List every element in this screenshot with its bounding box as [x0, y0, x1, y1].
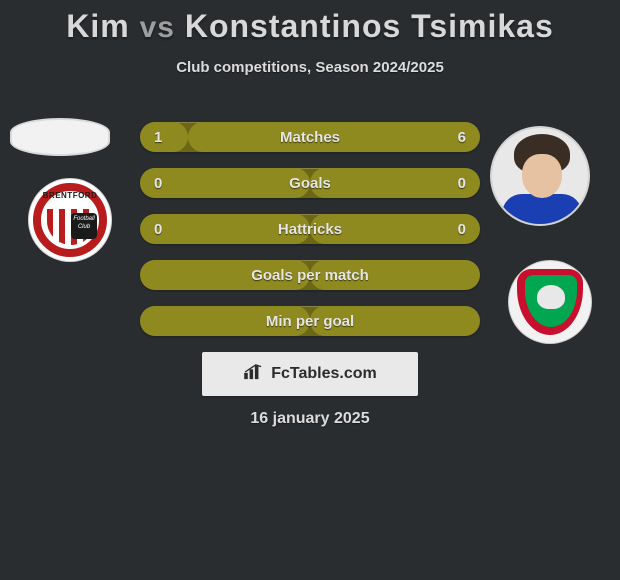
snapshot-date: 16 january 2025	[0, 410, 620, 428]
stat-bar-left	[140, 122, 188, 152]
crest-left-text: BRENTFORD	[29, 191, 111, 200]
stat-row: Goals00	[140, 168, 480, 198]
stat-bar-right	[188, 122, 480, 152]
stat-bar-left	[140, 214, 310, 244]
subtitle: Club competitions, Season 2024/2025	[0, 59, 620, 76]
player1-name: Kim	[66, 8, 129, 44]
stat-bar-right	[310, 260, 480, 290]
crest-left-fc: Football Club	[73, 215, 95, 231]
player2-club-crest	[508, 260, 592, 344]
watermark-text: FcTables.com	[271, 365, 377, 383]
player2-name: Konstantinos Tsimikas	[185, 8, 554, 44]
player2-portrait	[490, 126, 590, 226]
vs-separator: vs	[140, 11, 175, 44]
stat-row: Hattricks00	[140, 214, 480, 244]
stat-bar-right	[310, 214, 480, 244]
stat-bar-left	[140, 260, 310, 290]
player1-club-crest: BRENTFORD Football Club	[28, 178, 112, 262]
stat-row: Matches16	[140, 122, 480, 152]
stat-row: Min per goal	[140, 306, 480, 336]
stat-bar-left	[140, 306, 310, 336]
watermark-badge: FcTables.com	[202, 352, 418, 396]
stat-bar-right	[310, 306, 480, 336]
stats-container: Matches16 Goals00 Hattricks00 Goals per mat…	[140, 122, 480, 352]
chart-icon	[243, 364, 265, 385]
player1-portrait	[10, 118, 110, 156]
stat-bar-right	[310, 168, 480, 198]
comparison-title: Kim vs Konstantinos Tsimikas	[0, 0, 620, 45]
stat-row: Goals per match	[140, 260, 480, 290]
stat-bar-left	[140, 168, 310, 198]
